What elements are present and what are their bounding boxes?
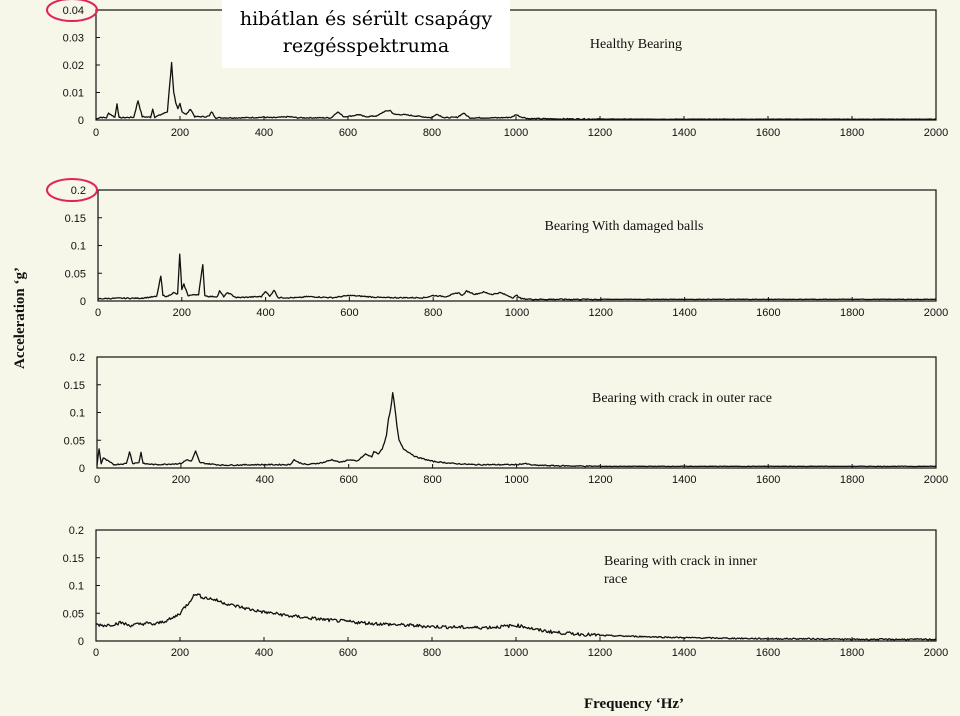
- y-tick-label: 0.04: [63, 5, 84, 17]
- x-tick-label: 2000: [924, 307, 948, 319]
- x-tick-label: 600: [340, 474, 358, 486]
- caption-line-2: rezgésspektruma: [282, 35, 450, 57]
- x-tick-label: 800: [423, 647, 441, 659]
- y-tick-label: 0.05: [63, 608, 84, 620]
- y-tick-label: 0.05: [64, 435, 85, 447]
- x-tick-label: 1000: [504, 647, 528, 659]
- caption-box: hibátlan és sérült csapágy rezgésspektru…: [222, 0, 510, 68]
- x-tick-label: 800: [423, 474, 441, 486]
- x-tick-label: 800: [424, 307, 442, 319]
- panel-healthy-bearing: 0 0.01 0.02 0.03 0.04 0 200 400 600 800 1000 1200 14…: [63, 5, 949, 139]
- series-line: [95, 593, 937, 641]
- x-tick-label: 1400: [672, 307, 696, 319]
- y-tick-label: 0: [80, 296, 86, 308]
- series-line: [95, 61, 936, 121]
- x-tick-label: 1400: [672, 127, 696, 139]
- panel-title: Bearing with crack in inner: [604, 554, 758, 569]
- x-tick-label: 2000: [924, 127, 948, 139]
- y-tick-label: 0: [78, 115, 84, 127]
- x-tick-label: 600: [339, 647, 357, 659]
- x-tick-label: 1200: [588, 127, 612, 139]
- y-tick-label: 0.02: [63, 60, 84, 72]
- x-tick-label: 800: [423, 127, 441, 139]
- x-tick-label: 1000: [504, 474, 528, 486]
- x-tick-label: 1000: [504, 127, 528, 139]
- caption-line-1: hibátlan és sérült csapágy: [239, 8, 493, 30]
- series-line: [96, 392, 937, 468]
- x-tick-label: 2000: [924, 474, 948, 486]
- y-tick-label: 0.01: [63, 88, 84, 100]
- panel-title: Bearing With damaged balls: [545, 219, 704, 234]
- x-tick-label: 400: [255, 127, 273, 139]
- panel-title: race: [604, 572, 627, 587]
- y-tick-label: 0.2: [70, 352, 85, 364]
- x-tick-label: 1800: [840, 127, 864, 139]
- x-tick-label: 400: [256, 474, 274, 486]
- x-tick-label: 1200: [588, 474, 612, 486]
- x-tick-label: 1400: [672, 647, 696, 659]
- x-tick-label: 1800: [840, 647, 864, 659]
- y-tick-label: 0.15: [63, 553, 84, 565]
- y-axis-label: Acceleration ‘g’: [12, 267, 28, 369]
- x-tick-label: 200: [171, 127, 189, 139]
- y-tick-label: 0.15: [65, 213, 86, 225]
- x-tick-label: 1600: [756, 307, 780, 319]
- y-tick-label: 0.1: [71, 241, 86, 253]
- x-tick-label: 200: [172, 474, 190, 486]
- y-tick-label: 0.05: [65, 268, 86, 280]
- x-tick-label: 0: [95, 307, 101, 319]
- y-tick-label: 0.1: [70, 408, 85, 420]
- y-tick-label: 0.2: [71, 185, 86, 197]
- x-axis-label: Frequency ‘Hz’: [584, 696, 684, 712]
- x-tick-label: 1200: [588, 647, 612, 659]
- x-tick-label: 1600: [756, 647, 780, 659]
- x-tick-label: 200: [171, 647, 189, 659]
- x-tick-label: 0: [93, 647, 99, 659]
- panel-title: Healthy Bearing: [590, 37, 682, 52]
- x-tick-label: 0: [93, 127, 99, 139]
- x-tick-label: 0: [94, 474, 100, 486]
- x-tick-label: 1800: [840, 474, 864, 486]
- panel-title: Bearing with crack in outer race: [592, 391, 772, 406]
- x-tick-label: 1400: [672, 474, 696, 486]
- x-tick-label: 1600: [756, 474, 780, 486]
- x-tick-label: 400: [256, 307, 274, 319]
- x-tick-label: 1000: [505, 307, 529, 319]
- panel-inner-race-crack: 0 0.05 0.1 0.15 0.2 0 200 400 600 800 1000 1200 1400…: [63, 525, 949, 659]
- x-tick-label: 1200: [589, 307, 613, 319]
- x-tick-label: 1600: [756, 127, 780, 139]
- highlight-circle-panel2-max: [46, 178, 98, 202]
- series-line: [97, 253, 936, 301]
- y-tick-label: 0.2: [69, 525, 84, 537]
- plot-frame: [97, 189, 937, 302]
- plot-frame: [95, 529, 937, 642]
- x-tick-label: 400: [255, 647, 273, 659]
- y-tick-label: 0.1: [69, 581, 84, 593]
- y-tick-label: 0: [78, 636, 84, 648]
- y-tick-label: 0.15: [64, 380, 85, 392]
- highlight-circle-panel1-max: [46, 0, 98, 22]
- panel-outer-race-crack: 0 0.05 0.1 0.15 0.2 0 200 400 600 800 1000 1200 1400…: [64, 352, 949, 486]
- x-tick-label: 600: [340, 307, 358, 319]
- panel-damaged-balls: 0 0.05 0.1 0.15 0.2 0 200 400 600 800 1000 1200 1400…: [65, 185, 949, 319]
- x-tick-label: 2000: [924, 647, 948, 659]
- plot-frame: [96, 356, 937, 469]
- y-tick-label: 0.03: [63, 33, 84, 45]
- x-tick-label: 1800: [840, 307, 864, 319]
- x-tick-label: 200: [173, 307, 191, 319]
- y-tick-label: 0: [79, 463, 85, 475]
- x-tick-label: 600: [339, 127, 357, 139]
